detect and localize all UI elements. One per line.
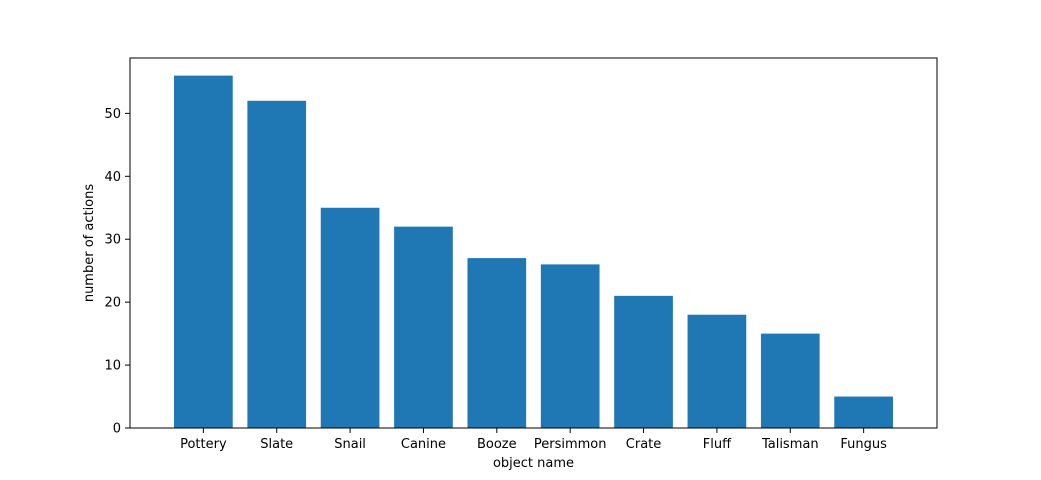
bar-crate	[614, 295, 673, 428]
x-axis-ticks: Pottery Slate Snail Canine Booze Persimmon Cra…	[180, 428, 887, 452]
y-tick-label: 30	[104, 233, 121, 248]
y-tick-label: 50	[104, 107, 121, 122]
x-tick-label: Talisman	[761, 437, 819, 452]
x-tick-label: Fluff	[703, 437, 732, 452]
y-tick-label: 10	[104, 359, 121, 374]
bar-talisman	[760, 333, 820, 428]
y-axis-ticks: 0 10 20 30 40 50	[104, 107, 130, 437]
y-axis-label: number of actions	[82, 184, 97, 303]
x-tick-label: Pottery	[180, 437, 227, 452]
bars-group	[174, 75, 893, 428]
x-axis-label: object name	[493, 456, 574, 471]
y-tick-label: 40	[104, 170, 121, 185]
bar-fungus	[834, 396, 893, 428]
bar-pottery	[174, 75, 233, 428]
bar-fluff	[687, 314, 747, 428]
bar-slate	[247, 100, 307, 428]
bar-canine	[394, 226, 453, 428]
x-tick-label: Snail	[334, 437, 366, 452]
x-tick-label: Fungus	[840, 437, 887, 452]
x-tick-label: Booze	[477, 437, 517, 452]
x-tick-label: Crate	[626, 437, 661, 452]
x-tick-label: Canine	[401, 437, 446, 452]
plot-frame	[129, 57, 938, 429]
y-tick-label: 20	[104, 296, 121, 311]
bar-snail	[320, 207, 380, 428]
bar-booze	[467, 258, 527, 428]
y-tick-label: 0	[113, 422, 121, 437]
x-tick-label: Persimmon	[534, 437, 607, 452]
bar-persimmon	[540, 264, 600, 428]
x-tick-label: Slate	[260, 437, 293, 452]
